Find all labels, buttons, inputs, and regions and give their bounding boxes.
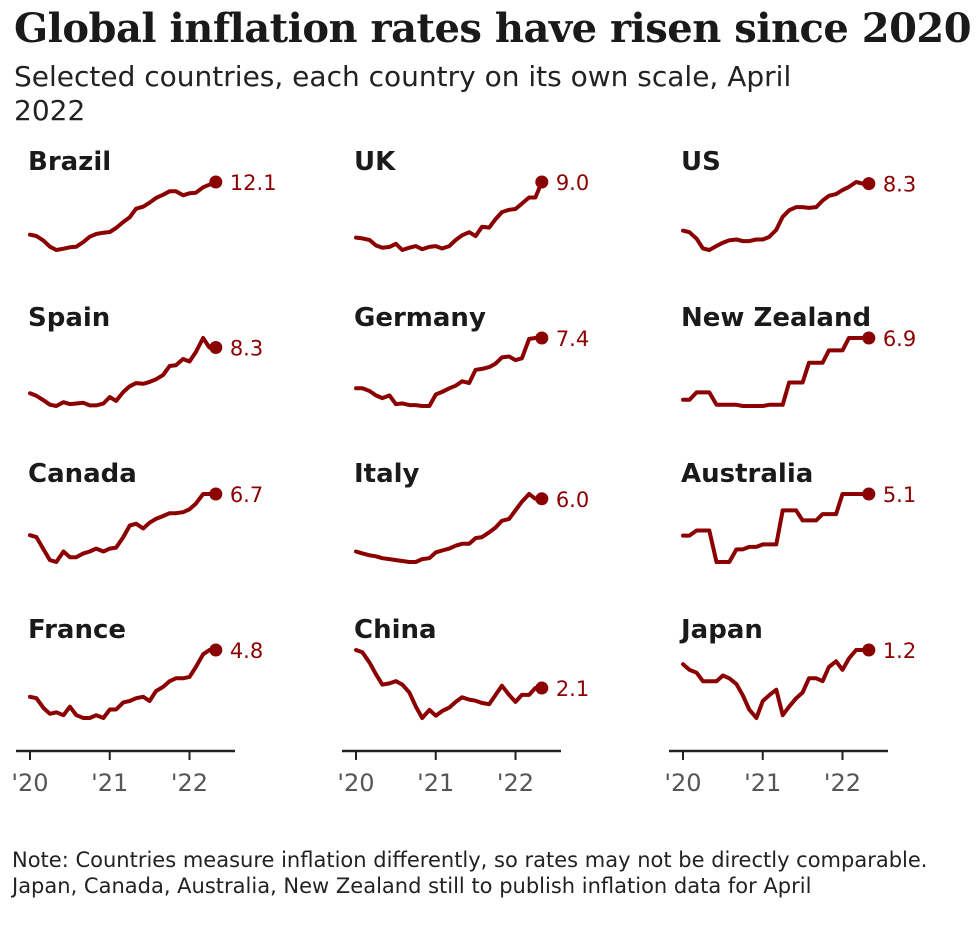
- end-point-china: [535, 681, 549, 695]
- series-line-france: [28, 648, 218, 720]
- series-line-china: [354, 648, 544, 720]
- end-point-australia: [862, 487, 876, 501]
- series-line-brazil: [28, 180, 218, 252]
- end-point-spain: [209, 341, 223, 355]
- series-line-us: [681, 180, 871, 252]
- end-label-italy: 6.0: [556, 488, 589, 512]
- panel-germany: Germany 7.4: [354, 303, 589, 408]
- x-tick-label-japan-1: '21: [744, 769, 781, 797]
- series-line-spain: [28, 336, 218, 408]
- end-label-us: 8.3: [883, 173, 916, 197]
- x-tick-label-france-1: '21: [91, 769, 128, 797]
- end-label-japan: 1.2: [883, 639, 916, 663]
- end-label-uk: 9.0: [556, 171, 589, 195]
- panel-new-zealand: New Zealand 6.9: [681, 303, 916, 408]
- end-label-canada: 6.7: [230, 483, 263, 507]
- series-line-canada: [28, 492, 218, 564]
- panel-title-japan: Japan: [679, 615, 763, 645]
- end-point-brazil: [209, 175, 223, 189]
- end-label-france: 4.8: [230, 639, 263, 663]
- panel-canada: Canada 6.7: [28, 459, 263, 564]
- panel-title-uk: UK: [354, 147, 396, 177]
- panel-title-china: China: [354, 615, 437, 645]
- panel-spain: Spain 8.3: [28, 303, 263, 408]
- x-tick-label-japan-2: '22: [824, 769, 861, 797]
- x-tick-label-china-0: '20: [337, 769, 374, 797]
- end-point-japan: [862, 643, 876, 657]
- end-point-germany: [535, 331, 549, 345]
- series-line-uk: [354, 180, 544, 252]
- end-point-canada: [209, 487, 223, 501]
- end-label-brazil: 12.1: [230, 171, 277, 195]
- small-multiples-chart: Brazil 12.1 UK 9.0 US 8.3 Spain 8.3 Germany 7.4 Ne…: [11, 147, 916, 797]
- end-point-us: [862, 177, 876, 191]
- x-tick-label-china-2: '22: [497, 769, 534, 797]
- panel-us: US 8.3: [681, 147, 916, 252]
- chart-subtitle: Selected countries, each country on its …: [14, 60, 792, 127]
- panel-uk: UK 9.0: [354, 147, 589, 252]
- note-line-2: Japan, Canada, Australia, New Zealand st…: [12, 874, 812, 898]
- end-label-new-zealand: 6.9: [883, 327, 916, 351]
- panel-title-canada: Canada: [28, 459, 137, 489]
- panel-france: France 4.8 '20 '21 '22: [11, 615, 263, 797]
- panel-australia: Australia 5.1: [681, 459, 916, 564]
- end-label-china: 2.1: [556, 677, 589, 701]
- chart-title: Global inflation rates have risen since …: [14, 5, 972, 52]
- panel-japan: Japan 1.2 '20 '21 '22: [664, 615, 916, 797]
- panel-china: China 2.1 '20 '21 '22: [337, 615, 589, 797]
- end-label-germany: 7.4: [556, 327, 589, 351]
- end-point-new-zealand: [862, 331, 876, 345]
- series-line-italy: [354, 492, 544, 564]
- series-line-new-zealand: [681, 336, 871, 408]
- x-tick-label-japan-0: '20: [664, 769, 701, 797]
- end-point-italy: [535, 492, 549, 506]
- panel-title-italy: Italy: [354, 459, 420, 489]
- end-label-australia: 5.1: [883, 483, 916, 507]
- x-tick-label-china-1: '21: [417, 769, 454, 797]
- chart-note: Note: Countries measure inflation differ…: [12, 847, 962, 899]
- panel-title-us: US: [681, 147, 721, 177]
- panel-title-spain: Spain: [28, 303, 110, 333]
- end-point-uk: [535, 175, 549, 189]
- note-line-1: Note: Countries measure inflation differ…: [12, 848, 928, 872]
- panel-italy: Italy 6.0: [354, 459, 589, 564]
- panel-title-australia: Australia: [681, 459, 813, 489]
- panel-title-germany: Germany: [354, 303, 486, 333]
- series-line-australia: [681, 492, 871, 564]
- series-line-germany: [354, 336, 544, 408]
- panel-title-brazil: Brazil: [28, 147, 111, 177]
- end-point-france: [209, 643, 223, 657]
- panel-title-new-zealand: New Zealand: [681, 303, 871, 333]
- panel-title-france: France: [28, 615, 126, 645]
- panel-brazil: Brazil 12.1: [28, 147, 277, 252]
- x-tick-label-france-0: '20: [11, 769, 48, 797]
- end-label-spain: 8.3: [230, 337, 263, 361]
- series-line-japan: [681, 648, 871, 720]
- x-tick-label-france-2: '22: [171, 769, 208, 797]
